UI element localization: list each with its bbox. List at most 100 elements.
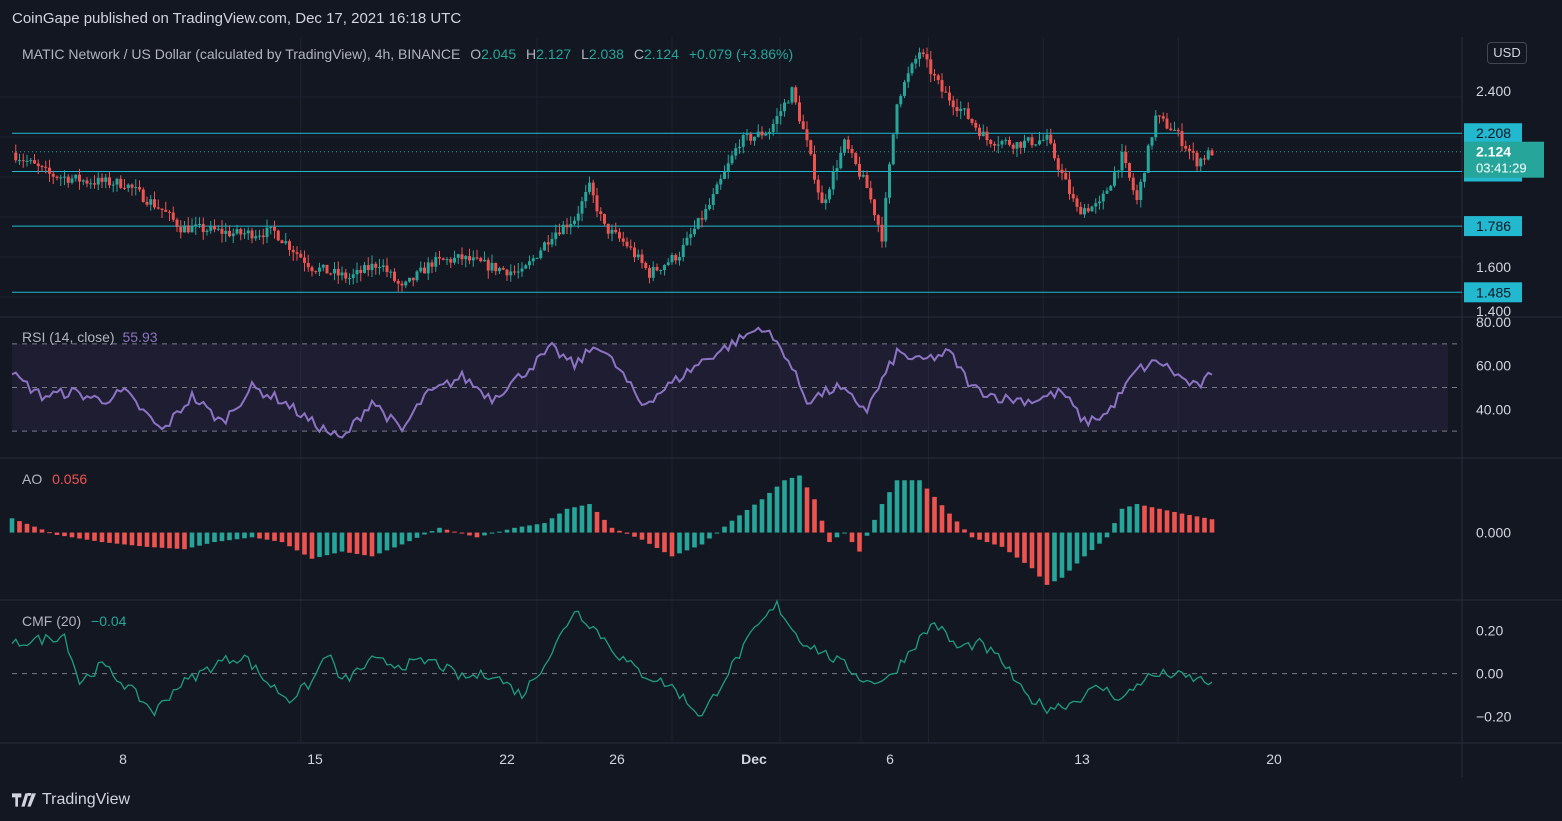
candle-body-155 [591,182,595,196]
ao-bar-68 [264,532,270,540]
candle-body-79 [306,262,310,268]
ao-bar-308 [1164,510,1170,533]
ao-bar-70 [272,532,277,541]
candle-body-156 [595,195,599,212]
candle-body-112 [430,262,434,267]
ao-bar-290 [1097,532,1102,544]
candle-body-52 [205,230,209,233]
ao-bar-82 [317,532,322,557]
candle-body-157 [599,211,603,215]
candle-body-148 [565,224,569,228]
candle-body-282 [1068,179,1071,194]
ao-bar-246 [932,496,937,533]
ao-bar-272 [1029,532,1035,569]
candle-body-298 [1128,163,1131,178]
footer-brand[interactable]: TradingView [12,791,130,809]
candle-body-201 [764,133,768,136]
candle-body-295 [1116,170,1120,173]
candle-body-102 [393,271,396,281]
candle-body-304 [1150,137,1154,146]
last-price-label: 2.124 [1476,144,1511,160]
candle-body-260 [985,131,989,141]
candle-body-220 [835,168,839,172]
candle-body-165 [629,246,633,248]
ao-bar-134 [512,527,517,533]
ao-bar-44 [174,532,180,549]
candle-body-300 [1135,190,1139,200]
candle-body-256 [970,118,974,123]
candle-body-290 [1098,201,1101,204]
candle-body-193 [734,148,738,156]
ao-bar-60 [234,532,240,540]
candle-body-88 [340,272,344,276]
ao-bar-282 [1067,532,1072,571]
candle-body-297 [1124,151,1128,164]
candle-body-130 [498,267,501,272]
candle-body-232 [880,224,884,242]
cmf-label: CMF (20) [22,613,82,629]
rsi-legend: RSI (14, close) 55.93 [22,329,158,345]
candle-body-246 [933,74,936,76]
ao-bar-96 [369,532,375,557]
candle-body-138 [528,261,531,266]
candle-body-159 [606,223,610,234]
candle-body-135 [516,271,520,273]
ao-bar-4 [24,523,30,533]
candle-body-279 [1056,158,1060,170]
ao-bar-126 [482,532,487,536]
ao-bar-190 [722,526,727,533]
candle-body-293 [1109,185,1113,191]
candle-body-125 [479,258,483,262]
ao-bar-254 [962,529,967,533]
ao-bar-0 [9,518,15,533]
ao-tick-0: 0.000 [1476,525,1511,541]
tradingview-logo-icon [12,793,36,807]
candle-body-59 [231,233,235,237]
ao-bar-140 [534,524,540,533]
candle-body-45 [179,226,183,233]
candle-body-164 [625,241,629,247]
candle-body-172 [655,267,659,271]
ao-bar-256 [969,532,975,538]
ao-bar-184 [699,532,705,545]
chart-canvas[interactable]: 2.2082.0341.7861.4852.4001.6001.4002.124… [0,37,1562,777]
candle-body-263 [996,144,1000,146]
ao-bar-292 [1104,532,1110,538]
ao-bar-220 [834,532,840,538]
ao-bar-34 [137,532,142,547]
ao-bar-152 [579,505,585,533]
ao-bar-274 [1037,532,1042,577]
candle-body-196 [745,134,749,136]
candle-body-89 [344,272,348,279]
ao-bar-266 [1007,532,1012,553]
ao-bar-88 [339,532,345,552]
ao-bar-298 [1127,506,1132,533]
candle-body-223 [846,139,850,149]
low-label: L [581,46,589,62]
candle-body-219 [831,171,835,190]
candle-body-6 [33,160,36,164]
candle-body-3 [21,160,25,162]
candle-body-50 [198,223,201,225]
candle-body-274 [1038,140,1041,145]
candle-body-140 [535,257,539,259]
currency-button[interactable]: USD [1487,42,1527,64]
ao-bar-12 [54,532,60,535]
candle-body-205 [779,111,783,117]
ao-bar-310 [1172,511,1177,533]
ao-bar-64 [249,532,255,538]
candle-body-119 [456,254,460,258]
ao-bar-236 [894,480,900,533]
candle-body-280 [1060,169,1064,174]
candle-body-14 [63,176,66,178]
candle-body-129 [494,262,498,272]
candle-body-11 [51,173,55,177]
candle-body-258 [978,127,981,136]
ao-bar-300 [1134,504,1140,533]
candle-body-110 [423,267,426,274]
candle-body-111 [426,262,430,274]
ao-bar-288 [1089,532,1095,550]
candle-body-306 [1158,115,1161,117]
candle-body-173 [659,269,663,271]
chart-area[interactable]: 2.2082.0341.7861.4852.4001.6001.4002.124… [0,37,1562,777]
